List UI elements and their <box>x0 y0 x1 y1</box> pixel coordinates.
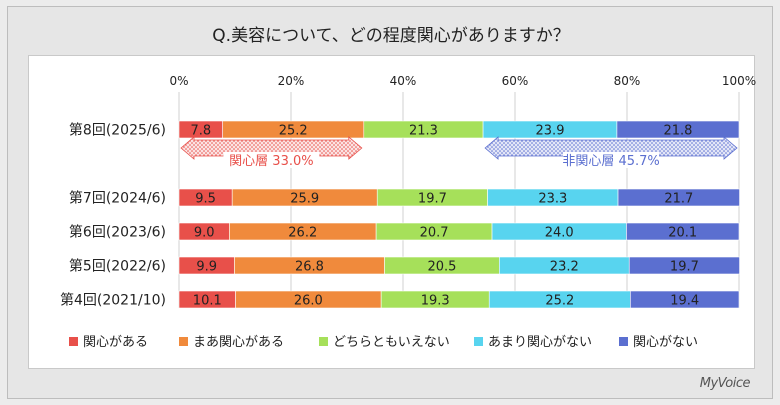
not-interested-share-arrow <box>484 136 738 160</box>
data-label: 9.9 <box>196 260 217 275</box>
legend-swatch <box>179 337 188 346</box>
data-label: 25.2 <box>279 124 308 139</box>
not-interested-share-arrow-label-bg <box>563 152 660 168</box>
x-tick-label: 60% <box>502 74 529 88</box>
data-label: 19.3 <box>421 294 450 309</box>
stacked-bar-chart: 0% 20% 40% 60% 80% 100% 第8回(2025/6) 第7回(2024/6… <box>60 74 756 350</box>
data-label: 23.3 <box>538 192 567 207</box>
data-label: 10.1 <box>193 294 222 309</box>
interested-share-arrow-label-bg <box>223 152 320 168</box>
data-label: 26.2 <box>288 226 317 241</box>
data-label: 23.2 <box>550 260 579 275</box>
row-label: 第4回(2021/10) <box>60 292 166 309</box>
chart-frame: Q.美容について、どの程度関心がありますか？ 0% 20% 40% 60% 80% 100… <box>7 6 773 399</box>
not-interested-share-arrow-label: 非関心層 45.7% <box>562 154 659 169</box>
bar-segment <box>628 256 740 275</box>
row-label: 第8回(2025/6) <box>69 122 166 139</box>
legend-swatch <box>69 337 78 346</box>
data-label: 23.9 <box>536 124 565 139</box>
bar-segment <box>626 222 740 241</box>
chart-title: Q.美容について、どの程度関心がありますか？ <box>212 26 570 46</box>
x-tick-label: 100% <box>722 74 756 88</box>
data-label: 7.8 <box>190 124 211 139</box>
bar-segment <box>630 290 740 309</box>
x-tick-label: 40% <box>390 74 417 88</box>
x-tick-label: 20% <box>278 74 305 88</box>
bar-segment <box>616 120 740 139</box>
data-label: 20.5 <box>427 260 456 275</box>
row-label: 第7回(2024/6) <box>69 190 166 207</box>
legend-label: 関心がない <box>633 335 698 350</box>
data-label: 26.0 <box>294 294 323 309</box>
row-label: 第6回(2023/6) <box>69 224 166 241</box>
brand-logo: MyVoice <box>699 376 751 391</box>
data-label: 19.7 <box>418 192 447 207</box>
legend-swatch <box>319 337 328 346</box>
legend-label: 関心がある <box>83 335 148 350</box>
legend-swatch <box>619 337 628 346</box>
data-label: 25.2 <box>545 294 574 309</box>
legend-label: あまり関心がない <box>488 335 592 350</box>
data-label: 9.0 <box>194 226 215 241</box>
legend-label: どちらともいえない <box>333 335 450 350</box>
legend-label: まあ関心がある <box>193 335 284 350</box>
data-label: 19.4 <box>670 294 699 309</box>
data-label: 26.8 <box>295 260 324 275</box>
bar-segment <box>617 188 740 207</box>
x-tick-label: 80% <box>614 74 641 88</box>
data-label: 21.8 <box>663 124 692 139</box>
data-label: 24.0 <box>545 226 574 241</box>
interested-share-arrow-label: 関心層 33.0% <box>229 154 313 169</box>
plot-panel: 0% 20% 40% 60% 80% 100% 第8回(2025/6) 第7回(2024/6… <box>28 55 756 369</box>
legend-swatch <box>474 337 483 346</box>
data-label: 19.7 <box>670 260 699 275</box>
row-label: 第5回(2022/6) <box>69 258 166 275</box>
data-label: 21.3 <box>409 124 438 139</box>
data-label: 25.9 <box>290 192 319 207</box>
data-label: 9.5 <box>195 192 216 207</box>
x-tick-label: 0% <box>169 74 188 88</box>
data-label: 21.7 <box>664 192 693 207</box>
data-label: 20.1 <box>668 226 697 241</box>
data-label: 20.7 <box>420 226 449 241</box>
